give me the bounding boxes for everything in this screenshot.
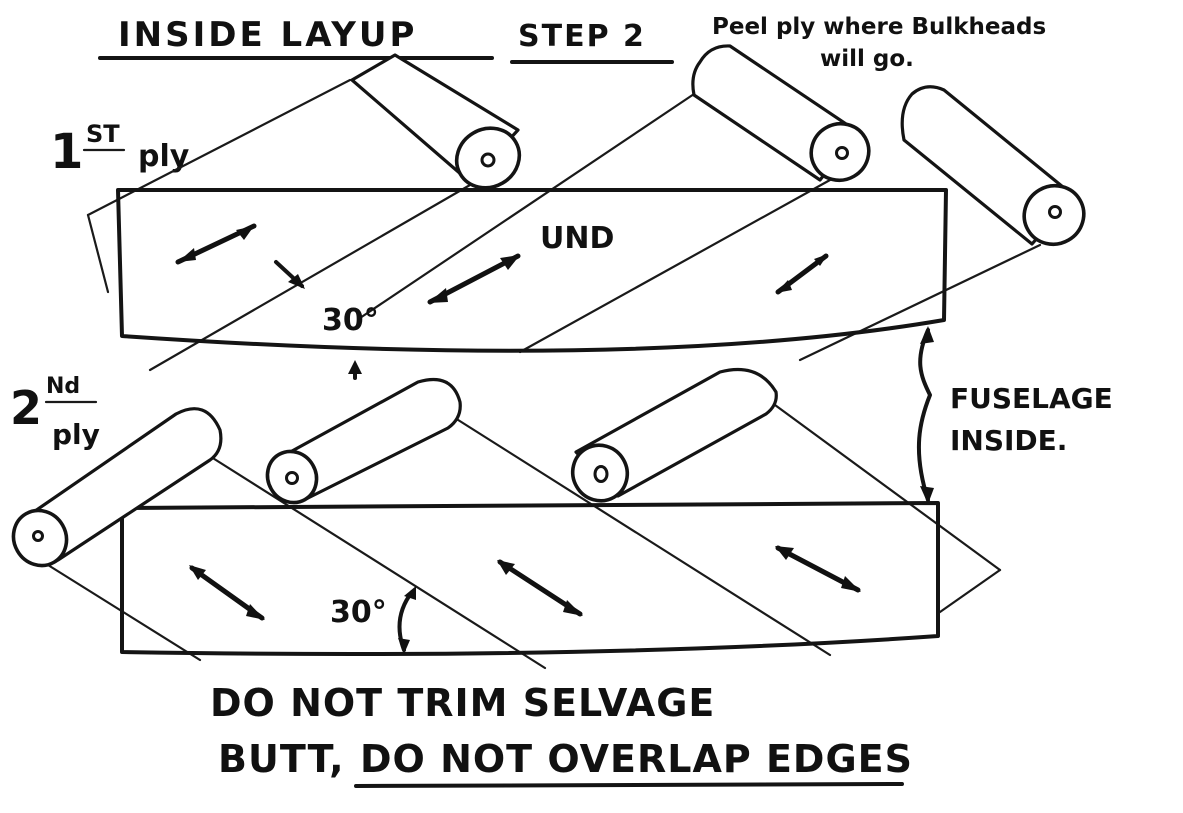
ply2-label-superscript: Nd bbox=[46, 374, 80, 399]
fuselage-inside-bracket bbox=[916, 326, 934, 504]
diagram-title: INSIDE LAYUP bbox=[118, 15, 417, 55]
peel-ply-note-line1: Peel ply where Bulkheads bbox=[712, 14, 1046, 40]
ply1-strip-edge-4 bbox=[518, 178, 832, 354]
ply1-fiber-arrow-2 bbox=[427, 253, 521, 305]
ply2-fiber-arrow-3 bbox=[775, 545, 861, 593]
ply2-group: 2 Nd ply bbox=[10, 367, 1002, 670]
ply1-roll-1 bbox=[350, 53, 522, 190]
ply1-fiber-arrow-3 bbox=[775, 253, 829, 295]
footer-line1: DO NOT TRIM SELVAGE bbox=[210, 681, 715, 725]
ply2-fiber-arrow-1 bbox=[189, 565, 265, 621]
footer-line2-part1: BUTT, bbox=[218, 737, 345, 781]
ply1-fiber-arrow-1 bbox=[175, 223, 257, 265]
ply2-panel bbox=[120, 501, 940, 656]
step-label: STEP 2 bbox=[518, 19, 646, 54]
peel-ply-note-line2: will go. bbox=[820, 46, 914, 72]
ply1-strip-edge-3 bbox=[358, 88, 702, 320]
ply2-roll-1 bbox=[11, 407, 223, 568]
ply2-strip-edge-2 bbox=[206, 453, 547, 670]
ply1-roll-2 bbox=[691, 44, 871, 183]
ply1-strip-edge-2 bbox=[148, 183, 472, 372]
ply2-roll-3 bbox=[570, 367, 778, 503]
ply2-strip-corner bbox=[938, 568, 1002, 614]
ply2-angle-indicator bbox=[397, 586, 416, 654]
ply1-strip-side bbox=[86, 213, 110, 294]
fuselage-label-line1: FUSELAGE bbox=[950, 382, 1113, 415]
ply1-label-word: ply bbox=[138, 139, 190, 174]
ply1-angle-label: 30° bbox=[322, 303, 379, 338]
footer-line2-part2: DO NOT OVERLAP EDGES bbox=[360, 737, 913, 781]
ply1-angle-indicator bbox=[274, 260, 305, 289]
ply1-strip-edge-5 bbox=[798, 243, 1042, 362]
ply2-label-word: ply bbox=[52, 418, 100, 451]
ply2-strip-edge-3 bbox=[453, 416, 832, 657]
ply2-roll-2 bbox=[265, 377, 462, 505]
stack-arrow bbox=[348, 360, 362, 380]
ply2-label-number: 2 bbox=[10, 381, 42, 435]
ply1-group: 1 ST ply bbox=[50, 44, 1086, 372]
ply2-strip-edge-4 bbox=[773, 403, 1002, 572]
ply1-panel bbox=[116, 188, 948, 353]
ply2-fiber-arrow-2 bbox=[497, 559, 583, 617]
ply2-angle-label: 30° bbox=[330, 595, 387, 630]
ply1-roll-3 bbox=[900, 85, 1086, 247]
ply1-fiber-label: UND bbox=[540, 221, 614, 256]
footer-underline bbox=[354, 782, 904, 788]
ply1-label-superscript: ST bbox=[86, 120, 120, 148]
ply1-strip-edge-1 bbox=[86, 78, 352, 217]
fuselage-label-line2: INSIDE. bbox=[950, 424, 1067, 457]
ply1-label-number: 1 bbox=[50, 124, 83, 180]
